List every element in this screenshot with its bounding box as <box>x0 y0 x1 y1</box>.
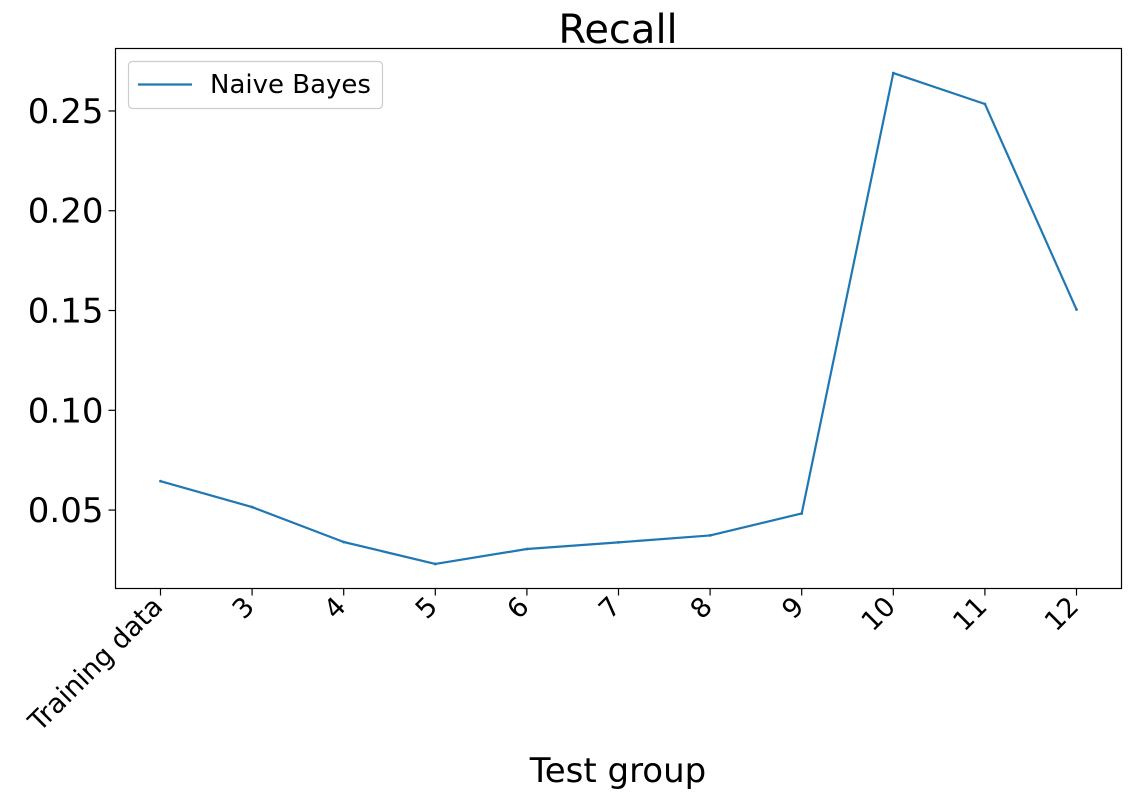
chart-title: Recall <box>558 7 677 53</box>
y-tick-label: 0.05 <box>28 491 104 531</box>
y-tick-label: 0.25 <box>28 92 104 132</box>
y-axis: 0.05 0.10 0.15 0.20 0.25 <box>28 92 116 531</box>
legend-label-naive-bayes: Naive Bayes <box>210 70 371 100</box>
data-point-12 <box>1075 308 1078 311</box>
y-tick-label: 0.10 <box>28 391 104 431</box>
series-layer <box>159 71 1078 566</box>
data-point-5 <box>433 562 437 566</box>
y-tick-label: 0.20 <box>28 192 104 232</box>
legend: Naive Bayes <box>127 60 384 110</box>
legend-box <box>127 60 384 110</box>
data-point-training-data <box>159 479 162 483</box>
data-point-10 <box>891 71 895 75</box>
x-axis-label: Test group <box>529 751 707 791</box>
data-point-3 <box>250 505 254 509</box>
data-point-4 <box>342 540 346 544</box>
data-point-11 <box>983 102 987 106</box>
data-point-7 <box>617 541 620 544</box>
y-tick-label: 0.15 <box>28 292 104 332</box>
data-point-8 <box>708 534 712 537</box>
data-point-6 <box>525 547 529 551</box>
data-point-9 <box>800 512 804 515</box>
